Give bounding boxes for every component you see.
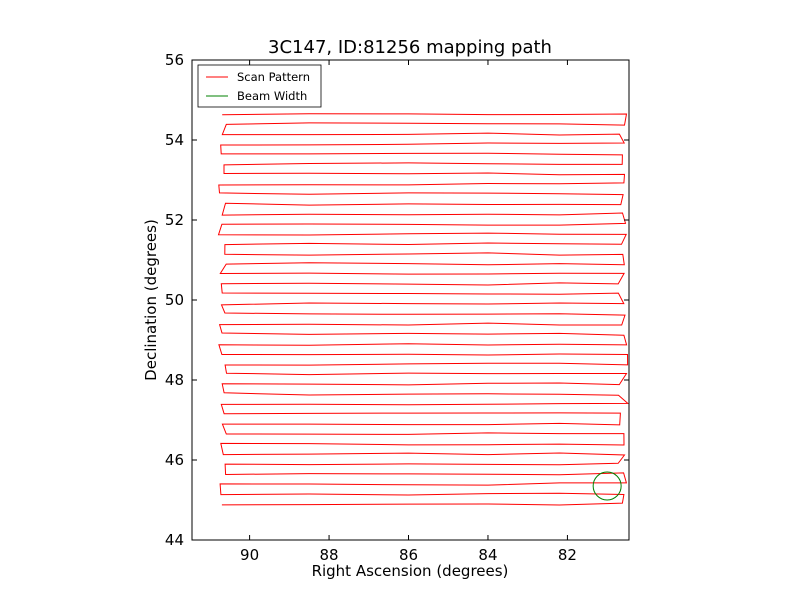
- chart-title: 3C147, ID:81256 mapping path: [268, 37, 552, 58]
- y-tick-label: 56: [165, 51, 184, 69]
- beam-width-series: [592, 471, 622, 501]
- y-tick-label: 52: [165, 211, 184, 229]
- legend-label-beam: Beam Width: [237, 89, 307, 103]
- legend-label-scan: Scan Pattern: [237, 70, 310, 84]
- y-axis-label: Declination (degrees): [142, 219, 160, 381]
- x-tick-label: 86: [399, 546, 418, 564]
- y-tick-label: 48: [165, 371, 184, 389]
- legend-box: [197, 64, 322, 108]
- axis-ticks: 90 88 86 84 82 44 46 48 50 52 54 56: [165, 51, 629, 564]
- y-tick-label: 54: [165, 131, 184, 149]
- y-tick-label: 46: [165, 451, 184, 469]
- scan-pattern-line: [217, 113, 630, 506]
- x-tick-label: 82: [558, 546, 577, 564]
- x-tick-label: 84: [478, 546, 497, 564]
- y-tick-label: 50: [165, 291, 184, 309]
- y-tick-label: 44: [165, 531, 184, 549]
- x-axis-label: Right Ascension (degrees): [312, 562, 509, 580]
- x-tick-label: 88: [320, 546, 339, 564]
- x-tick-label: 90: [240, 546, 259, 564]
- scan-pattern-series: [217, 113, 630, 506]
- beam-width-circle: [592, 471, 622, 501]
- legend: Scan Pattern Beam Width: [197, 64, 322, 108]
